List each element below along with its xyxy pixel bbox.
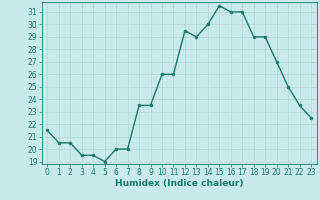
X-axis label: Humidex (Indice chaleur): Humidex (Indice chaleur) <box>115 179 244 188</box>
